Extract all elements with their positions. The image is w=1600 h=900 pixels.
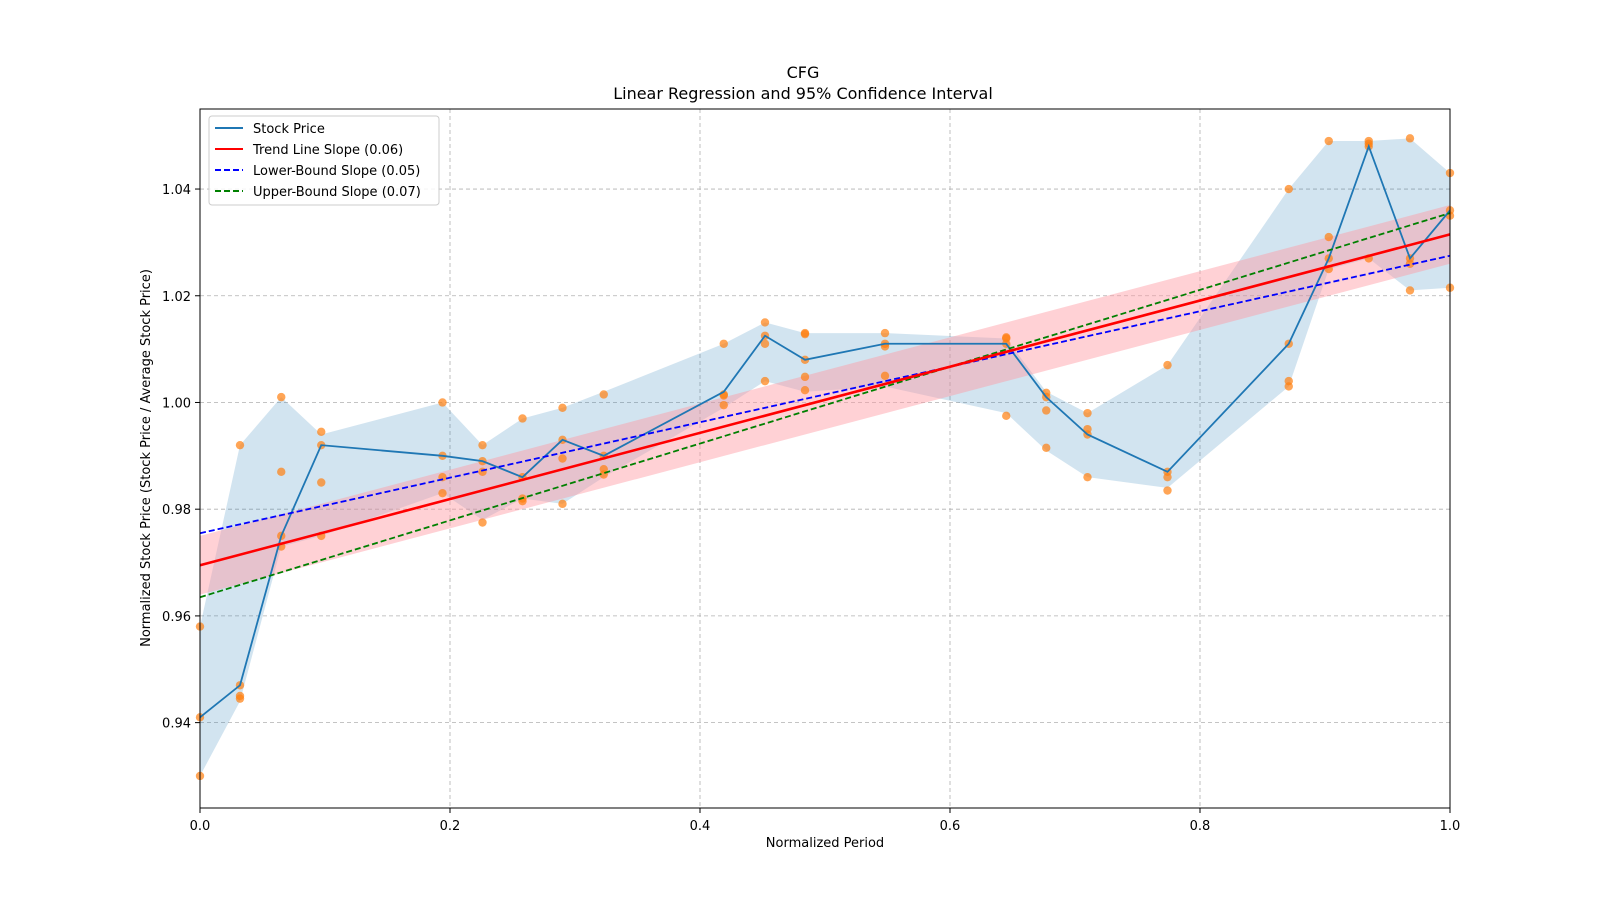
observation-point <box>317 427 326 437</box>
observation-point <box>599 390 608 399</box>
series-lines <box>199 143 1451 718</box>
legend-label-upper-bound: Upper-Bound Slope (0.07) <box>253 185 421 200</box>
observation-point <box>1083 472 1092 482</box>
observation-point <box>880 371 890 380</box>
observation-point <box>1405 134 1415 143</box>
x-tick-label: 0.4 <box>690 819 711 834</box>
observation-point <box>1083 408 1092 418</box>
observation-point <box>277 392 286 402</box>
y-axis-label: Normalized Stock Price (Stock Price / Av… <box>139 269 154 647</box>
plot-background <box>200 109 1450 808</box>
axis-ticks: 0.0 0.2 0.4 0.6 0.8 1.0 0.94 0.96 0.98 1.00 1.02 1.… <box>162 183 1460 834</box>
observation-point <box>235 440 245 450</box>
y-tick-label: 0.98 <box>162 503 191 518</box>
observation-point <box>760 339 770 348</box>
legend-label-stock-price: Stock Price <box>253 122 325 137</box>
observation-point <box>478 518 487 527</box>
observation-point <box>478 440 487 450</box>
y-tick-label: 0.96 <box>162 610 191 625</box>
observation-point <box>235 694 245 703</box>
y-tick-label: 0.94 <box>162 717 191 732</box>
plot-frame <box>199 108 1451 809</box>
x-tick-label: 0.0 <box>190 819 211 834</box>
observation-point <box>277 467 286 477</box>
upper-bound-line <box>199 212 1451 599</box>
observation-point <box>558 454 567 463</box>
observation-point <box>317 478 326 487</box>
y-tick-label: 1.02 <box>162 290 191 305</box>
chart-title: CFG <box>787 63 820 82</box>
legend-label-trend-line: Trend Line Slope (0.06) <box>252 143 403 158</box>
y-tick-label: 1.04 <box>162 183 191 198</box>
observation-point <box>880 328 890 338</box>
observation-point <box>1284 382 1293 391</box>
x-tick-label: 0.6 <box>940 819 961 834</box>
x-tick-label: 0.8 <box>1190 819 1211 834</box>
legend-box <box>208 115 440 206</box>
observation-point <box>1324 232 1333 242</box>
observation-point <box>518 414 527 423</box>
observation-point <box>438 398 447 407</box>
observation-point <box>1163 360 1172 370</box>
chart-subtitle: Linear Regression and 95% Confidence Int… <box>613 84 993 103</box>
observation-point <box>438 488 447 498</box>
trend-line <box>199 233 1451 567</box>
observation-point <box>760 318 770 327</box>
x-tick-label: 0.2 <box>440 819 461 834</box>
legend: Stock Price Trend Line Slope (0.06) Lowe… <box>208 115 440 206</box>
observation-point <box>800 372 810 382</box>
observation-point <box>558 403 567 413</box>
observation-point <box>1163 472 1172 482</box>
observation-point <box>1324 136 1333 146</box>
x-tick-label: 1.0 <box>1440 819 1461 834</box>
observation-point <box>1284 184 1293 194</box>
observation-point <box>478 467 487 477</box>
observation-point <box>1002 411 1011 421</box>
observation-point <box>800 386 810 395</box>
legend-label-lower-bound: Lower-Bound Slope (0.05) <box>253 164 420 179</box>
observation-point <box>719 400 728 410</box>
lower-bound-line <box>199 254 1451 535</box>
observation-point <box>1042 443 1051 453</box>
observation-point <box>719 339 728 348</box>
x-axis-label: Normalized Period <box>766 836 884 851</box>
observation-point <box>1042 406 1051 415</box>
observation-point <box>1163 486 1172 495</box>
plot-area <box>195 108 1455 809</box>
observation-point <box>1405 286 1415 295</box>
stock-price-line <box>199 143 1451 718</box>
observation-point <box>558 499 567 509</box>
y-tick-label: 1.00 <box>162 396 191 411</box>
observation-point <box>760 376 770 386</box>
observation-point <box>800 329 810 339</box>
